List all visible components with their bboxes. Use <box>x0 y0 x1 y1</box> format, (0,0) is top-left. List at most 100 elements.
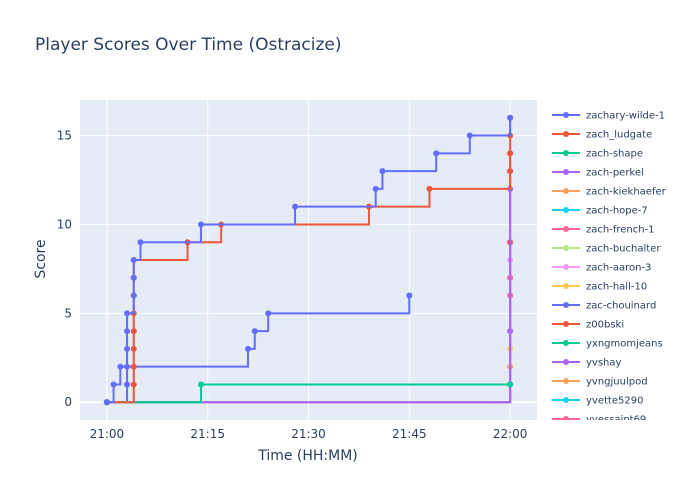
legend-item[interactable]: zach-buchalter <box>552 244 661 255</box>
legend-label: zach-buchalter <box>586 244 661 255</box>
legend-item[interactable]: zachary-wilde-1 <box>552 111 665 122</box>
legend-item[interactable]: zach-shape <box>552 149 643 160</box>
legend-label: z00bski <box>586 320 624 331</box>
legend-label: zach-french-1 <box>586 225 655 236</box>
legend-swatch-marker <box>563 416 569 420</box>
y-tick-label: 10 <box>57 217 72 231</box>
data-point-zachary-wilde-1 <box>197 221 204 228</box>
data-point-zac-chouinard <box>265 310 272 317</box>
legend-swatch-marker <box>563 169 569 175</box>
legend-swatch-marker <box>563 245 569 251</box>
legend-label: zach-aaron-3 <box>586 263 651 274</box>
data-point-zach-shape <box>197 381 204 388</box>
data-point-zachary-wilde-1 <box>292 203 299 210</box>
legend-label: zach-kiekhaefer <box>586 187 667 198</box>
legend[interactable]: zachary-wilde-1 zach_ludgate zach-shape zac… <box>552 111 667 426</box>
x-tick-label: 21:45 <box>392 427 427 441</box>
data-point-zachary-wilde-1 <box>466 132 473 139</box>
data-point-zachary-wilde-1 <box>372 185 379 192</box>
data-point-zach_ludgate <box>507 150 514 157</box>
legend-item[interactable]: zach-aaron-3 <box>552 263 651 274</box>
data-point-zach_ludgate <box>130 381 137 388</box>
legend-item[interactable]: yvshay <box>552 358 622 369</box>
data-point-zachary-wilde-1 <box>117 363 124 370</box>
legend-item[interactable]: zach-perkel <box>552 168 644 179</box>
legend-item[interactable]: zach-hall-10 <box>552 282 647 293</box>
legend-item[interactable]: zach-hope-7 <box>552 206 648 217</box>
legend-label: zach-perkel <box>586 168 644 179</box>
legend-swatch-marker <box>563 359 569 365</box>
data-point-zachary-wilde-1 <box>507 114 514 121</box>
series-line-zach-perkel <box>106 188 512 404</box>
legend-swatch-marker <box>563 340 569 346</box>
data-point-zac-chouinard <box>124 381 131 388</box>
y-axis-title: Score <box>33 239 49 278</box>
data-point-zachary-wilde-1 <box>137 239 144 246</box>
data-point-zachary-wilde-1 <box>124 328 131 335</box>
legend-swatch-marker <box>563 397 569 403</box>
data-point-zachary-wilde-1 <box>130 292 137 299</box>
data-point-zachary-wilde-1 <box>124 345 131 352</box>
legend-item[interactable]: zach_ludgate <box>552 130 652 141</box>
legend-item[interactable]: zach-kiekhaefer <box>552 187 667 198</box>
data-point-zachary-wilde-1 <box>124 310 131 317</box>
data-point-zach_ludgate <box>507 168 514 175</box>
data-point-zach_ludgate <box>130 345 137 352</box>
chart-title: Player Scores Over Time (Ostracize) <box>35 35 342 55</box>
data-point-zach-shape <box>507 381 514 388</box>
legend-item[interactable]: z00bski <box>552 320 624 331</box>
legend-item[interactable]: zac-chouinard <box>552 301 656 312</box>
data-point-zachary-wilde-1 <box>433 150 440 157</box>
legend-label: zach-hope-7 <box>586 206 648 217</box>
legend-label: yvette5290 <box>586 396 643 407</box>
legend-swatch-marker <box>563 321 569 327</box>
legend-label: yvshay <box>586 358 622 369</box>
plot-area[interactable] <box>80 100 537 420</box>
legend-swatch-marker <box>563 302 569 308</box>
legend-item[interactable]: yvessaint69 <box>552 415 646 426</box>
y-tick-label: 15 <box>57 129 72 143</box>
y-tick-label: 0 <box>64 395 72 409</box>
data-point-zach_ludgate <box>426 185 433 192</box>
data-point-zachary-wilde-1 <box>130 257 137 263</box>
legend-label: yvngjuulpod <box>586 377 648 388</box>
data-point-zachary-wilde-1 <box>110 381 117 388</box>
legend-item[interactable]: yxngmomjeans <box>552 339 663 350</box>
data-point-zac-chouinard <box>251 328 258 335</box>
data-point-zach_ludgate <box>130 328 137 335</box>
legend-label: zac-chouinard <box>586 301 656 312</box>
x-tick-label: 21:15 <box>190 427 225 441</box>
legend-items: zachary-wilde-1 zach_ludgate zach-shape zac… <box>552 111 667 426</box>
data-point-zachary-wilde-1 <box>130 274 137 281</box>
y-tick-label: 5 <box>64 306 72 320</box>
data-point-zach_ludgate <box>130 363 137 370</box>
legend-swatch-marker <box>563 207 569 213</box>
legend-swatch-marker <box>563 264 569 270</box>
legend-swatch-marker <box>563 150 569 156</box>
legend-swatch-marker <box>563 226 569 232</box>
x-tick-label: 21:30 <box>291 427 326 441</box>
legend-label: zachary-wilde-1 <box>586 111 665 122</box>
x-axis-title: Time (HH:MM) <box>257 448 358 464</box>
x-tick-label: 22:00 <box>493 427 528 441</box>
legend-label: yxngmomjeans <box>586 339 663 350</box>
legend-label: zach-shape <box>586 149 643 160</box>
legend-swatch-marker <box>563 188 569 194</box>
legend-item[interactable]: yvngjuulpod <box>552 377 648 388</box>
legend-swatch-marker <box>563 283 569 289</box>
series-line-zach-shape <box>106 383 511 404</box>
data-point-zachary-wilde-1 <box>379 168 386 175</box>
axes: 21:00 21:15 21:30 21:45 22:00 0 5 10 15 <box>57 129 528 441</box>
data-point-zac-chouinard <box>245 345 252 352</box>
legend-label: zach-hall-10 <box>586 282 647 293</box>
legend-label: yvessaint69 <box>586 415 646 426</box>
legend-item[interactable]: yvette5290 <box>552 396 643 407</box>
x-tick-label: 21:00 <box>90 427 125 441</box>
legend-swatch-marker <box>563 378 569 384</box>
data-point-zac-chouinard <box>406 292 413 299</box>
legend-swatch-marker <box>563 112 569 118</box>
legend-item[interactable]: zach-french-1 <box>552 225 655 236</box>
legend-label: zach_ludgate <box>586 130 652 141</box>
legend-swatch-marker <box>563 131 569 137</box>
